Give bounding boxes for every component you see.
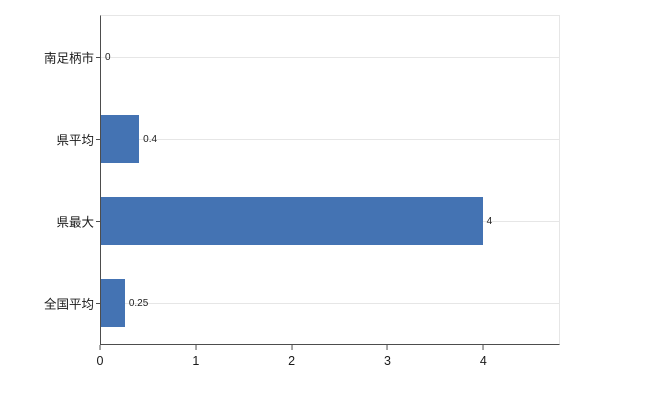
x-axis-tick: 0 [96,345,104,368]
gridline [101,139,559,140]
y-axis-tick [96,139,101,140]
bar-rows: 南足柄市 0 県平均 0.4 県最大 4 全国平均 0.25 [44,16,559,344]
tick-label: 1 [192,354,200,368]
bar [101,279,125,327]
x-axis-tick: 2 [288,345,295,368]
plot-area: 南足柄市 0 県平均 0.4 県最大 4 全国平均 0.25 [44,15,560,345]
x-axis-tick: 1 [192,345,199,368]
chart-row: 県平均 0.4 [56,98,559,180]
tick-mark [386,345,388,350]
y-axis-tick [96,303,101,304]
chart-row: 県最大 4 [56,180,559,262]
tick-mark [99,345,101,350]
bar [101,115,140,163]
category-label: 県平均 [56,133,94,148]
x-axis-tick: 4 [480,345,487,368]
bar [101,197,483,245]
tick-label: 3 [384,354,391,368]
chart-row: 全国平均 0.25 [44,262,559,344]
tick-label: 0 [96,354,104,368]
gridline [101,57,559,58]
value-label: 0.4 [143,133,158,145]
x-axis-tick: 3 [384,345,391,368]
y-axis-tick [96,57,101,58]
tick-label: 2 [288,354,296,368]
y-axis-tick [96,221,101,222]
value-label: 0.25 [128,297,149,309]
category-label: 南足柄市 [43,51,94,66]
tick-label: 4 [479,354,487,368]
gridline [101,303,559,304]
category-label: 全国平均 [43,297,94,312]
x-axis: 0 1 2 3 4 [96,345,560,379]
tick-mark [482,345,484,350]
tick-mark [195,345,197,350]
chart-row: 南足柄市 0 [44,16,559,98]
category-label: 県最大 [56,215,94,230]
value-label: 4 [486,215,493,227]
tick-mark [291,345,293,350]
value-label: 0 [105,51,111,63]
